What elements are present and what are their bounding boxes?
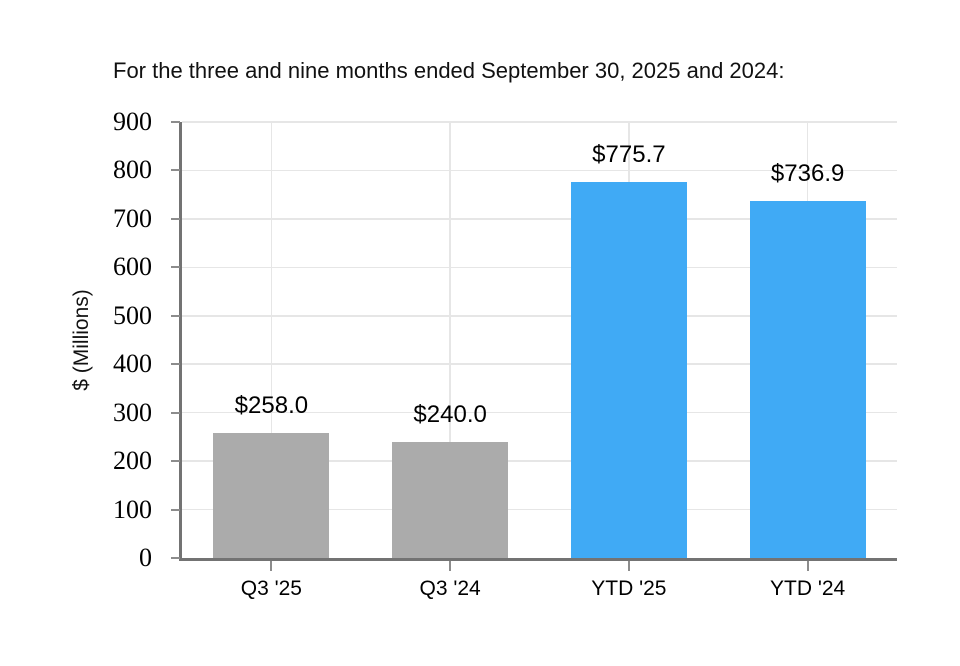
- y-tick-mark-300: [171, 411, 180, 414]
- x-tick-mark-3: [806, 561, 809, 571]
- y-tick-label-0: 0: [139, 543, 152, 572]
- y-tick-mark-700: [171, 217, 180, 220]
- gridline-y-300: [182, 411, 897, 414]
- bar-q3-24: [392, 441, 509, 558]
- y-tick-mark-900: [171, 121, 180, 123]
- x-tick-label-0: Q3 '25: [240, 577, 302, 600]
- gridline-y-400: [182, 363, 897, 365]
- y-tick-label-100: 100: [113, 494, 152, 524]
- x-tick-label-3: YTD '24: [770, 577, 846, 600]
- y-tick-label-600: 600: [113, 252, 152, 282]
- bar-value-label-0: $258.0: [234, 392, 309, 419]
- gridline-x-0: [270, 122, 273, 558]
- gridline-y-200: [182, 460, 897, 462]
- bar-value-label-1: $240.0: [413, 400, 487, 428]
- y-tick-label-900: 900: [113, 107, 152, 136]
- y-axis-spine: [179, 122, 182, 559]
- bar-value-label-3: $736.9: [770, 160, 845, 187]
- bar-ytd-24: [749, 201, 866, 558]
- y-tick-mark-500: [171, 314, 180, 317]
- y-tick-label-300: 300: [113, 397, 152, 427]
- y-tick-mark-800: [171, 169, 180, 172]
- plot-area: [182, 121, 897, 558]
- y-tick-label-800: 800: [113, 155, 152, 185]
- y-tick-label-700: 700: [113, 203, 152, 233]
- y-tick-label-200: 200: [113, 446, 152, 476]
- bar-value-label-2: $775.7: [592, 141, 666, 169]
- x-axis-spine: [179, 558, 897, 561]
- gridline-y-100: [182, 508, 897, 511]
- bar-ytd-25: [570, 182, 687, 558]
- x-tick-mark-1: [449, 561, 452, 571]
- x-tick-label-1: Q3 '24: [419, 577, 481, 600]
- y-tick-mark-400: [171, 363, 180, 366]
- gridline-y-900: [182, 121, 897, 123]
- y-tick-mark-200: [171, 460, 180, 463]
- x-tick-mark-0: [270, 561, 273, 571]
- y-tick-label-400: 400: [113, 349, 152, 379]
- chart-title: For the three and nine months ended Sept…: [113, 58, 785, 83]
- y-tick-label-500: 500: [113, 300, 152, 330]
- x-tick-mark-2: [627, 561, 630, 571]
- y-tick-mark-600: [171, 266, 180, 269]
- gridline-y-600: [182, 266, 897, 269]
- gridline-y-500: [182, 315, 897, 317]
- y-tick-mark-100: [171, 508, 180, 511]
- gridline-y-800: [182, 169, 897, 172]
- bar-q3-25: [213, 433, 330, 558]
- gridline-x-1: [449, 122, 451, 558]
- gridline-y-700: [182, 218, 897, 220]
- x-tick-label-2: YTD '25: [591, 577, 667, 600]
- y-tick-mark-0: [171, 557, 180, 559]
